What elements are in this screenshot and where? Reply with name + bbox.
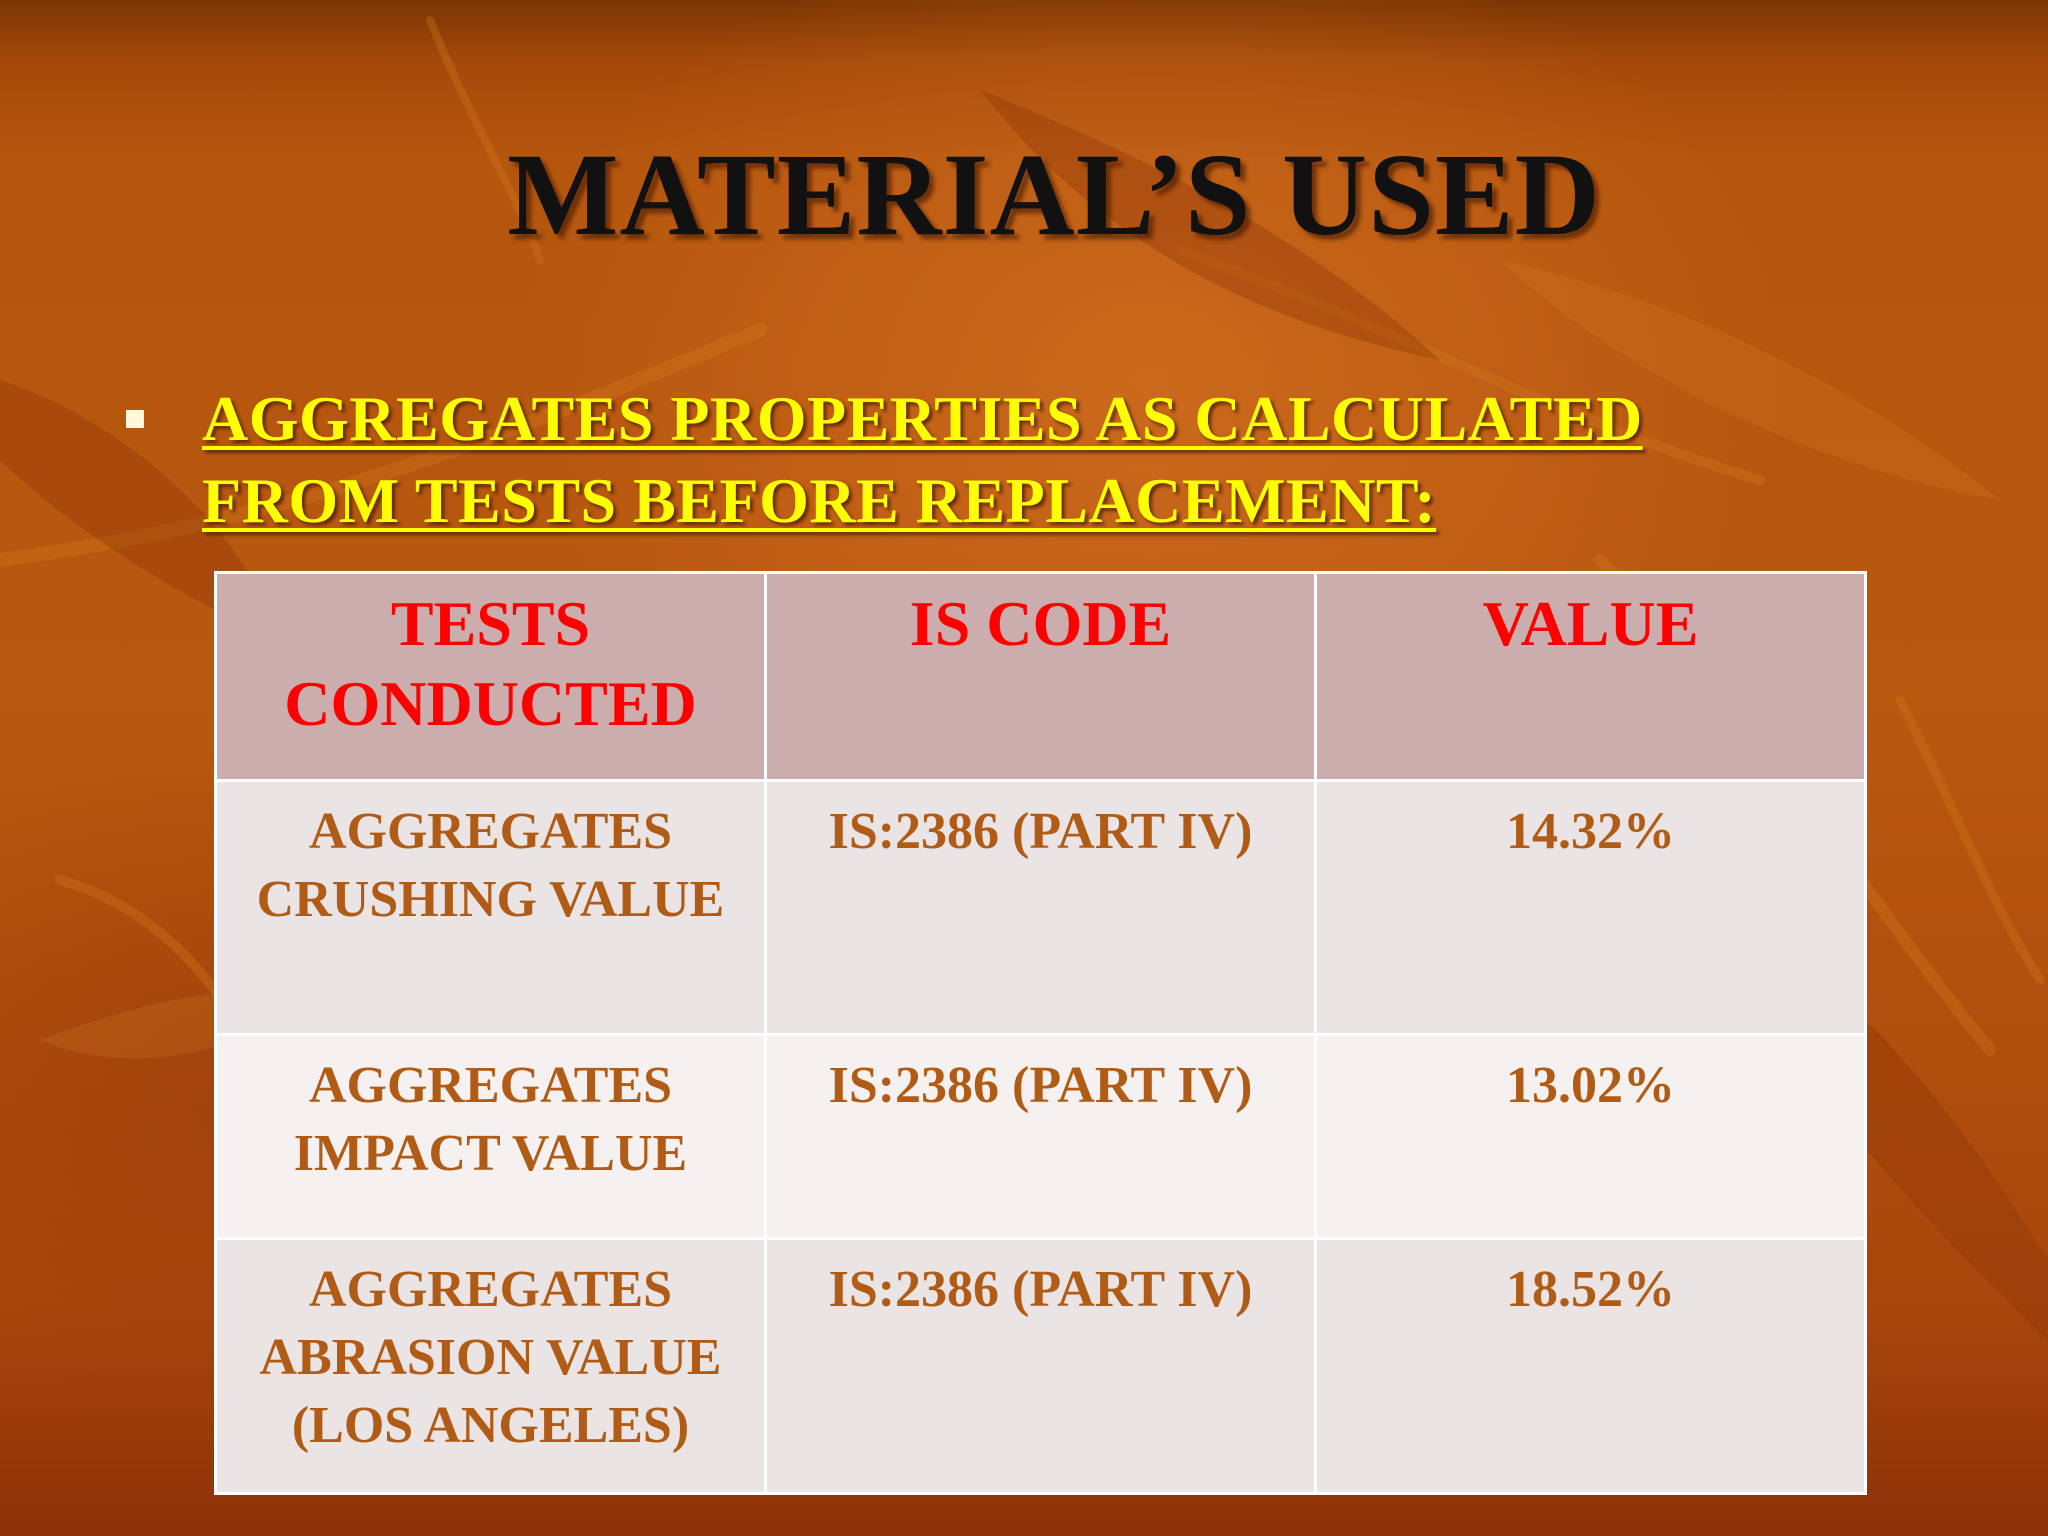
header-tests-conducted: TESTS CONDUCTED xyxy=(214,571,767,782)
cell-test-name: AGGREGATES CRUSHING VALUE xyxy=(214,779,767,1036)
cell-test-name: AGGREGATES ABRASION VALUE (LOS ANGELES) xyxy=(214,1237,767,1495)
header-is-code: IS CODE xyxy=(764,571,1317,782)
table-row: AGGREGATES CRUSHING VALUE IS:2386 (PART … xyxy=(214,779,1867,1036)
cell-value: 13.02% xyxy=(1314,1033,1867,1240)
cell-value: 14.32% xyxy=(1314,779,1867,1036)
slide-title: MATERIAL’S USED xyxy=(507,129,1601,260)
cell-is-code: IS:2386 (PART IV) xyxy=(764,779,1317,1036)
table-header-row: TESTS CONDUCTED IS CODE VALUE xyxy=(214,571,1867,782)
cell-is-code: IS:2386 (PART IV) xyxy=(764,1033,1317,1240)
bullet-heading: AGGREGATES PROPERTIES AS CALCULATED FROM… xyxy=(202,383,1643,536)
header-value: VALUE xyxy=(1314,571,1867,782)
cell-value: 18.52% xyxy=(1314,1237,1867,1495)
table-row: AGGREGATES ABRASION VALUE (LOS ANGELES) … xyxy=(214,1237,1867,1495)
aggregate-properties-table: TESTS CONDUCTED IS CODE VALUE AGGREGATES… xyxy=(214,571,1867,1495)
square-bullet-icon xyxy=(126,410,144,428)
cell-test-name: AGGREGATES IMPACT VALUE xyxy=(214,1033,767,1240)
table-row: AGGREGATES IMPACT VALUE IS:2386 (PART IV… xyxy=(214,1033,1867,1240)
cell-is-code: IS:2386 (PART IV) xyxy=(764,1237,1317,1495)
